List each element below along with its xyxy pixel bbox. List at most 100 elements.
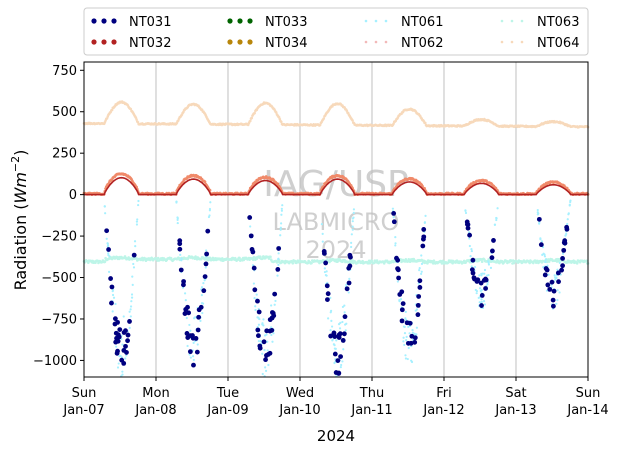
data-point <box>539 238 542 241</box>
data-point <box>266 340 269 343</box>
data-point <box>340 363 343 367</box>
data-point <box>543 253 546 256</box>
data-point <box>351 217 355 220</box>
data-point <box>272 332 275 335</box>
data-point <box>424 214 427 217</box>
data-point <box>391 219 397 225</box>
data-point <box>346 280 352 286</box>
data-point <box>264 366 267 369</box>
data-point <box>209 201 212 204</box>
data-point <box>198 304 204 310</box>
data-point <box>327 317 330 320</box>
data-point <box>179 253 182 256</box>
legend-marker <box>374 19 378 23</box>
y-tick-label: 250 <box>52 147 77 162</box>
data-point <box>339 366 342 369</box>
data-point <box>564 224 570 230</box>
data-point <box>200 286 204 289</box>
data-point <box>117 362 120 365</box>
data-point <box>257 323 261 326</box>
data-point <box>257 339 260 343</box>
data-point <box>556 268 559 271</box>
data-point <box>470 257 476 263</box>
data-point <box>202 274 208 280</box>
data-point <box>203 261 209 267</box>
data-point <box>132 266 136 269</box>
data-point <box>399 318 405 324</box>
legend-label: NT031 <box>129 15 171 30</box>
data-point <box>392 122 395 125</box>
data-point <box>343 304 346 307</box>
data-point <box>375 259 379 262</box>
legend-marker <box>111 39 117 45</box>
data-point <box>468 244 471 248</box>
data-point <box>195 327 201 333</box>
legend-marker <box>500 19 504 23</box>
data-point <box>109 300 114 306</box>
data-point <box>331 339 334 342</box>
data-point <box>129 308 132 311</box>
data-point <box>343 311 346 314</box>
data-point <box>405 335 408 338</box>
data-point <box>130 293 134 296</box>
data-point <box>112 316 118 322</box>
legend-entry-nt033: NT033 <box>227 15 307 30</box>
data-point <box>110 108 114 112</box>
data-point <box>561 252 565 255</box>
data-point <box>266 349 269 352</box>
data-point <box>121 370 124 373</box>
data-point <box>104 212 107 215</box>
data-point <box>566 222 569 226</box>
data-point <box>558 261 561 265</box>
data-point <box>321 240 324 243</box>
data-point <box>487 273 490 277</box>
data-point <box>130 296 134 299</box>
data-point <box>279 228 282 231</box>
data-point <box>263 357 268 363</box>
data-point <box>131 275 134 278</box>
data-point <box>133 240 137 243</box>
data-point <box>114 350 120 356</box>
data-point <box>337 323 341 326</box>
data-point <box>479 303 484 308</box>
data-point <box>331 330 337 336</box>
x-tick-label-date: Jan-09 <box>206 403 248 418</box>
data-point <box>189 356 192 359</box>
data-point <box>551 288 557 294</box>
data-point <box>550 297 556 303</box>
data-point <box>129 315 132 318</box>
data-point <box>410 360 414 364</box>
data-point <box>201 311 204 315</box>
data-point <box>554 278 557 281</box>
legend-marker <box>101 39 107 45</box>
legend-entry-nt064: NT064 <box>500 36 579 51</box>
data-point <box>194 316 197 319</box>
data-point <box>249 225 252 228</box>
legend-label: NT062 <box>401 36 443 51</box>
data-point <box>276 274 279 277</box>
data-point <box>175 200 178 203</box>
data-point <box>569 200 572 204</box>
data-point <box>394 244 397 247</box>
legend-marker <box>227 39 233 45</box>
data-point <box>104 228 110 234</box>
data-point <box>489 266 493 269</box>
data-point <box>491 238 496 243</box>
data-point <box>550 303 556 309</box>
data-point <box>103 205 106 208</box>
data-point <box>248 233 254 239</box>
data-point <box>420 272 423 275</box>
data-point <box>329 329 332 332</box>
series-layer <box>82 100 590 378</box>
data-point <box>132 262 135 266</box>
data-point <box>421 227 427 232</box>
data-point <box>194 349 200 355</box>
data-point <box>272 291 278 297</box>
data-point <box>255 298 260 304</box>
data-point <box>321 232 324 235</box>
data-point <box>329 296 332 299</box>
data-point <box>192 341 195 344</box>
data-point <box>249 119 252 123</box>
series-nt032 <box>84 176 588 196</box>
